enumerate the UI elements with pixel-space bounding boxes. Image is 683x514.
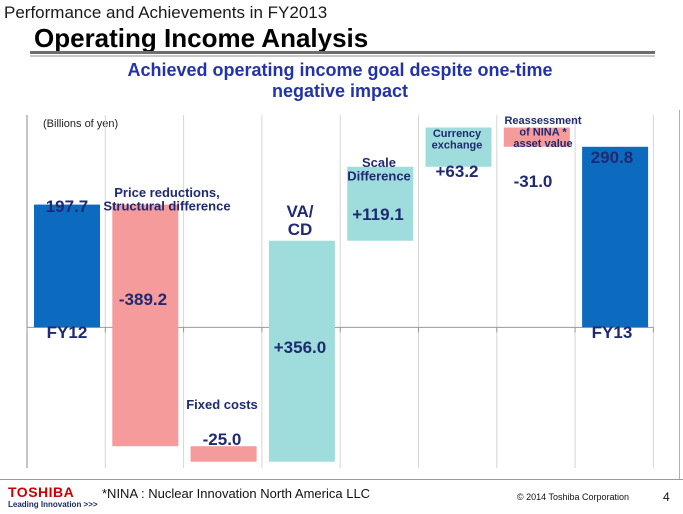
bar-8 [582,146,649,328]
title-divider [30,51,655,54]
page-number: 4 [663,490,670,504]
category-label-price-reductions: Price reductions, Structural difference [103,185,230,214]
value-label-currency-exchange: +63.2 [435,162,478,181]
toshiba-logo: TOSHIBA Leading Innovation >>> [8,485,98,510]
unit-label: (Billions of yen) [43,118,119,130]
value-label-nina-reassessment: -31.0 [514,172,553,191]
category-label-currency-exchange: Currency exchange [432,128,483,152]
category-label-scale-difference: Scale Difference [347,155,411,184]
headline: Achieved operating income goal despite o… [127,60,553,101]
bar-3 [190,446,257,462]
value-label-price-reductions: -389.2 [119,290,167,309]
value-label-fixed-costs: -25.0 [203,430,242,449]
bar-5 [347,166,414,241]
right-border [679,110,680,480]
slide-title: Operating Income Analysis [34,23,369,53]
value-label-fy12: 197.7 [46,197,89,216]
value-label-fy13: 290.8 [591,148,634,167]
logo-tagline: Leading Innovation >>> [8,500,98,509]
category-label-fy13: FY13 [592,323,633,342]
title-divider-shadow [30,55,655,57]
footnote: *NINA : Nuclear Innovation North America… [102,486,371,501]
bar-7 [503,127,570,147]
slide-subtitle: Performance and Achievements in FY2013 [4,3,328,22]
category-label-fixed-costs: Fixed costs [186,397,258,412]
bar-2 [112,204,179,447]
bar-4 [268,240,335,462]
logo-name: TOSHIBA [8,484,75,500]
value-label-scale-difference: +119.1 [352,205,404,224]
bar-6 [425,127,492,167]
bar-1 [34,204,100,328]
copyright: © 2014 Toshiba Corporation [517,492,630,502]
category-label-nina-reassessment: Reassessment of NINA * asset value [504,115,581,150]
value-label-va-cd: +356.0 [274,338,326,357]
footer-divider [0,479,683,480]
category-label-fy12: FY12 [47,323,88,342]
category-label-va-cd: VA/CD [286,202,313,239]
